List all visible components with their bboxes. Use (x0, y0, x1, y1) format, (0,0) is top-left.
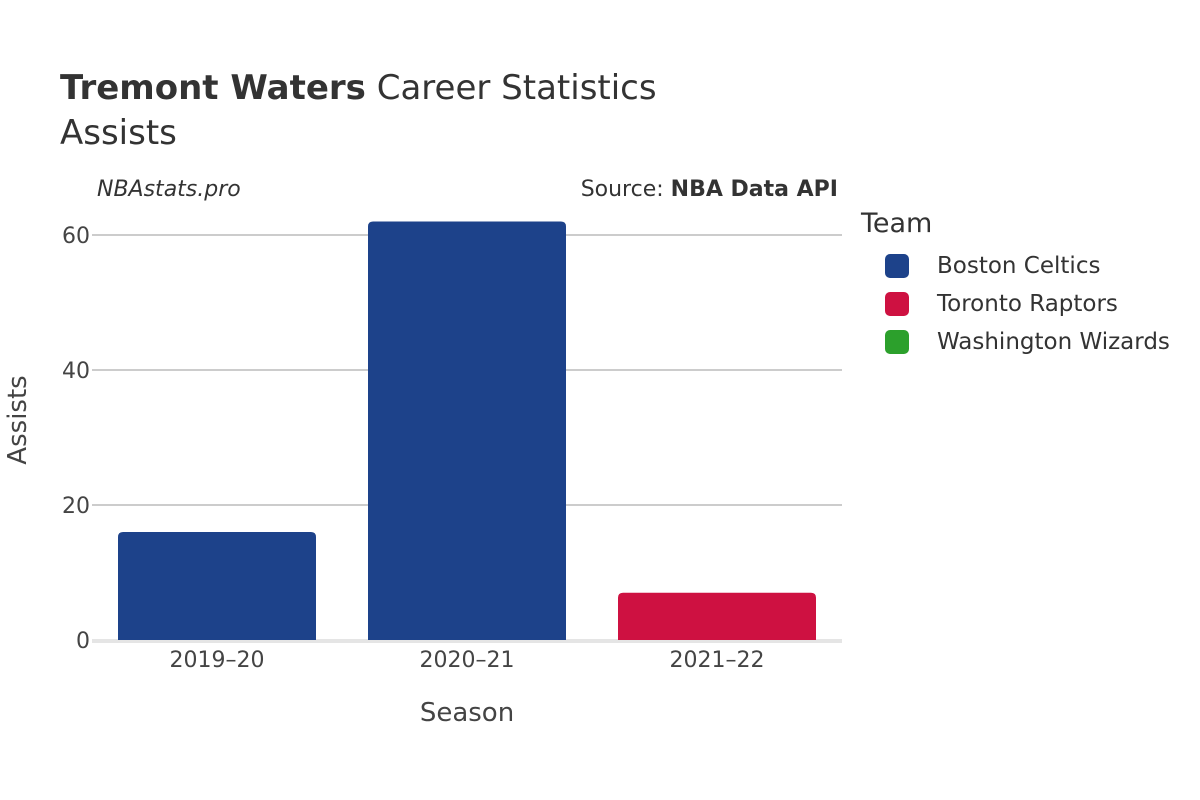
chart-title: Tremont Waters Career Statistics (60, 66, 657, 110)
source-label: Source: NBA Data API (581, 177, 838, 202)
bar (618, 592, 816, 640)
x-axis-title: Season (420, 698, 514, 728)
legend-title: Team (861, 208, 933, 239)
bar (118, 532, 316, 640)
source-prefix: Source: (580, 177, 671, 202)
legend-item-washington-wizards[interactable]: Washington Wizards (861, 323, 1170, 361)
legend-swatch (885, 330, 909, 354)
legend-item-boston-celtics[interactable]: Boston Celtics (861, 247, 1170, 285)
y-tick-label: 40 (62, 359, 90, 384)
y-tick-label: 20 (62, 494, 90, 519)
legend: Team Boston Celtics Toronto Raptors Wash… (861, 208, 1170, 361)
player-name: Tremont Waters (60, 68, 366, 108)
legend-label: Washington Wizards (937, 329, 1170, 355)
legend-item-toronto-raptors[interactable]: Toronto Raptors (861, 285, 1170, 323)
legend-swatch (885, 254, 909, 278)
y-tick-label: 60 (62, 224, 90, 249)
title-rest: Career Statistics (376, 68, 657, 108)
y-axis-title: Assists (3, 375, 33, 464)
chart-subtitle: Assists (60, 113, 177, 153)
y-tick-label: 0 (76, 629, 90, 654)
source-name: NBA Data API (670, 177, 838, 202)
legend-label: Toronto Raptors (937, 291, 1118, 317)
x-tick-label: 2019–20 (170, 648, 265, 673)
x-tick-label: 2020–21 (420, 648, 515, 673)
legend-label: Boston Celtics (937, 253, 1101, 279)
legend-swatch (885, 292, 909, 316)
site-label: NBAstats.pro (97, 177, 241, 202)
bar (368, 221, 566, 640)
x-tick-label: 2021–22 (670, 648, 765, 673)
